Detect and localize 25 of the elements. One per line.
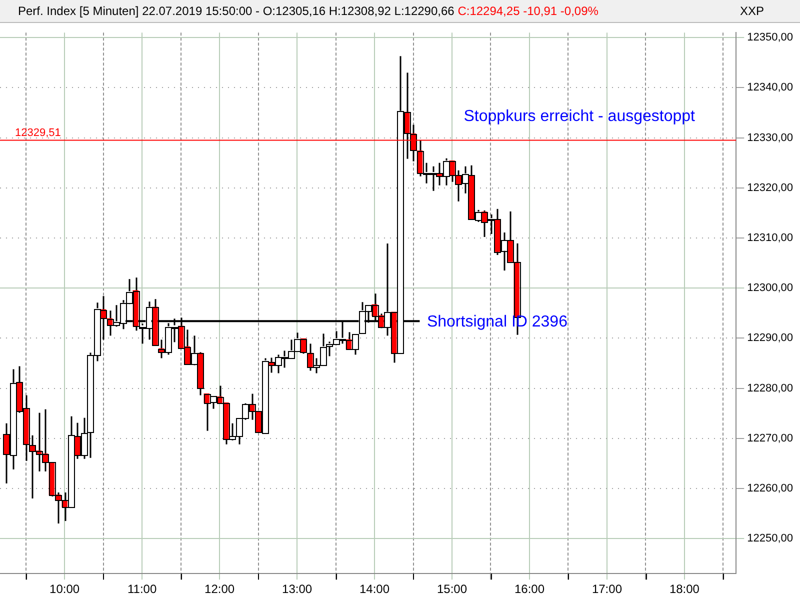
- y-tick-label: 12280,00: [747, 382, 794, 394]
- x-tick-label: 13:00: [282, 582, 312, 596]
- y-tick-label: 12250,00: [747, 532, 794, 545]
- ref-line-label: 12329,51: [15, 126, 61, 139]
- annotation: Stoppkurs erreicht - ausgestoppt: [464, 108, 696, 125]
- x-tick-label: 18:00: [669, 582, 700, 596]
- x-tick-label: 11:00: [127, 582, 157, 596]
- text: XXP: [740, 3, 764, 20]
- x-tick-label: 14:00: [360, 582, 390, 596]
- y-tick-label: 12340,00: [747, 82, 794, 94]
- x-tick-label: 17:00: [592, 582, 622, 596]
- x-tick-label: 15:00: [436, 582, 468, 596]
- x-tick-label: 10:00: [50, 582, 80, 596]
- y-tick-label: 12330,00: [747, 132, 794, 144]
- chart-subtitle: C:12294,25 -10,91 -0,09%: [458, 4, 598, 18]
- x-tick-label: 12:00: [204, 582, 235, 596]
- y-tick-label: 12290,00: [747, 332, 794, 344]
- y-tick-label: 12260,00: [747, 482, 794, 494]
- y-tick-label: 12270,00: [747, 432, 794, 444]
- chart-title: Perf. Index [5 Minuten] 22.07.2019 15:50:00 - O:12305,16 H:12308,92 L:12290,66: [18, 4, 454, 18]
- y-tick-label: 12320,00: [747, 182, 794, 194]
- y-tick-label: 12300,00: [747, 282, 794, 294]
- y-tick-label: 12310,00: [747, 232, 794, 244]
- y-tick-label: 12350,00: [747, 32, 794, 44]
- x-tick-label: 16:00: [514, 582, 545, 596]
